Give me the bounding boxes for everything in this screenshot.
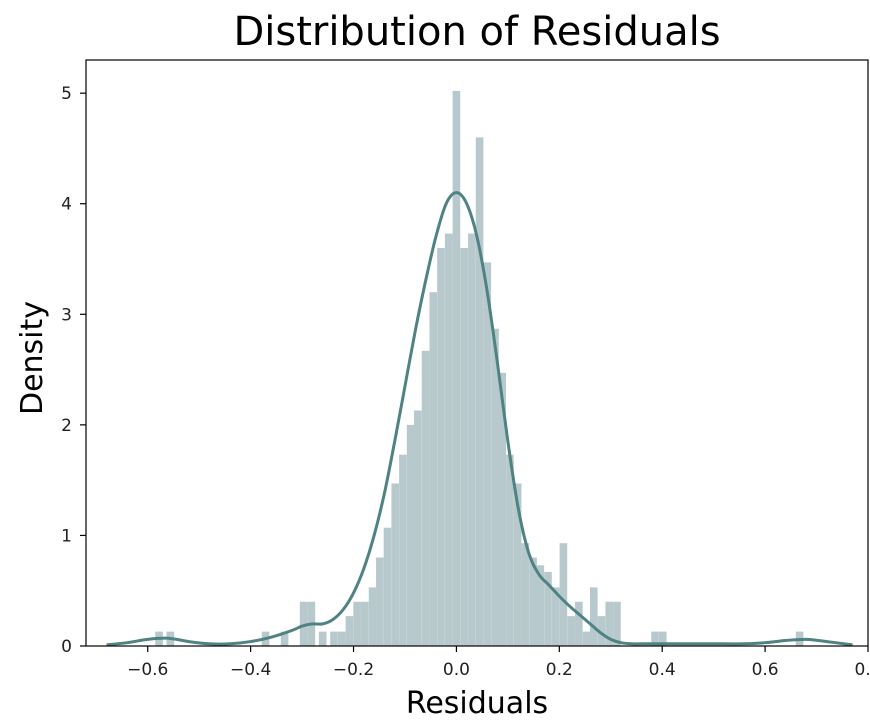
- histogram-bar: [452, 90, 461, 646]
- x-tick-label: 0.6: [752, 660, 779, 680]
- histogram-bar: [575, 601, 583, 646]
- y-tick-label: 3: [61, 305, 72, 325]
- histogram-bar: [368, 587, 377, 646]
- histogram-bar: [460, 247, 468, 646]
- histogram-bar: [414, 410, 422, 646]
- histogram-bar: [421, 350, 430, 646]
- x-axis-label: Residuals: [406, 686, 548, 720]
- y-tick-label: 1: [61, 526, 72, 546]
- y-tick-label: 4: [61, 195, 72, 215]
- histogram-bar: [651, 631, 659, 646]
- histogram-bar: [468, 233, 476, 646]
- histogram-bar: [353, 601, 361, 646]
- histogram-bar: [605, 601, 614, 646]
- histogram-bar: [589, 587, 598, 646]
- histogram-bar: [330, 631, 338, 646]
- histogram-bar: [506, 454, 514, 646]
- histogram-bar: [375, 557, 384, 646]
- histogram-bar: [491, 328, 499, 646]
- histogram-bar: [658, 631, 667, 646]
- histogram-bar: [582, 631, 591, 646]
- histogram-bar: [536, 565, 545, 646]
- histogram-bar: [391, 483, 400, 646]
- y-tick-label: 2: [61, 416, 72, 436]
- x-tick-label: −0.2: [333, 660, 374, 680]
- x-tick-label: 0.2: [546, 660, 573, 680]
- histogram-bar: [437, 247, 445, 646]
- histogram-bars: [155, 90, 804, 646]
- histogram-bar: [280, 631, 289, 646]
- histogram-bar: [444, 233, 453, 646]
- y-tick-label: 5: [61, 84, 72, 104]
- histogram-bar: [551, 587, 560, 646]
- histogram-bar: [567, 616, 575, 646]
- histogram-bar: [529, 557, 537, 646]
- x-tick-label: 0.0: [443, 660, 470, 680]
- kde-curve: [106, 191, 853, 647]
- y-tick-label: 0: [61, 637, 72, 657]
- histogram-bar: [597, 616, 606, 646]
- x-tick-label: 0.4: [649, 660, 676, 680]
- y-axis: 0 1 2 3 4 5: [61, 84, 86, 657]
- x-axis: −0.6 −0.4 −0.2 0.0 0.2 0.4 0.6 0.8: [127, 646, 870, 680]
- histogram-bar: [399, 454, 407, 646]
- histogram-bar: [429, 292, 438, 646]
- x-tick-label: −0.6: [127, 660, 168, 680]
- histogram-bar: [299, 601, 308, 646]
- histogram-bar: [318, 631, 327, 646]
- chart-title: Distribution of Residuals: [233, 9, 720, 55]
- x-tick-label: 0.8: [854, 660, 870, 680]
- histogram-bar: [406, 424, 415, 646]
- histogram-bar: [498, 372, 507, 646]
- histogram-bar: [383, 527, 392, 646]
- histogram-bar: [345, 616, 354, 646]
- histogram-bar: [483, 262, 492, 646]
- histogram-bar: [361, 601, 369, 646]
- histogram-bar: [475, 137, 484, 646]
- y-axis-label: Density: [15, 301, 50, 415]
- histogram-bar: [613, 601, 621, 646]
- histogram-bar: [513, 483, 522, 646]
- histogram-bar: [337, 631, 346, 646]
- histogram-bar: [521, 543, 530, 646]
- x-tick-label: −0.4: [230, 660, 271, 680]
- histogram-bar: [559, 543, 568, 646]
- plot-frame: [85, 59, 869, 647]
- histogram-bar: [544, 571, 552, 646]
